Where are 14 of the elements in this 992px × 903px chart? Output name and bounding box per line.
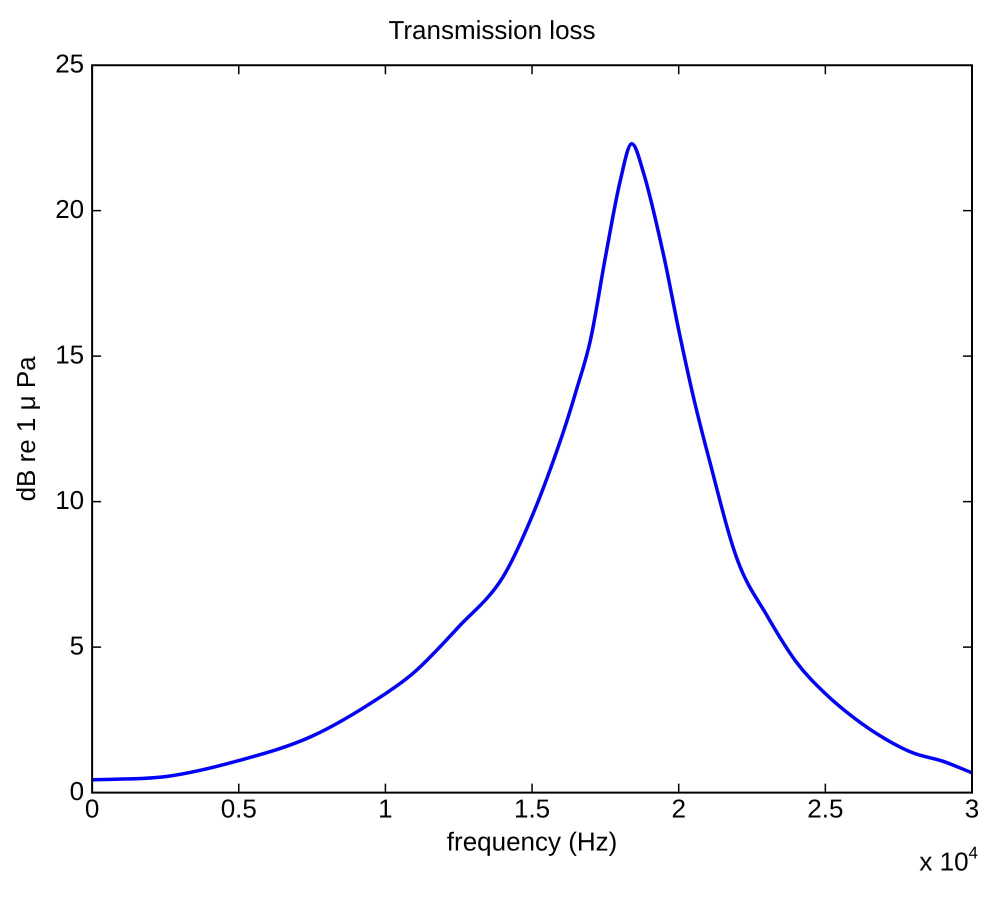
- y-tick-label: 5: [70, 630, 84, 660]
- y-tick-label: 10: [55, 484, 84, 515]
- x-tick-label: 1.5: [514, 793, 550, 824]
- x-tick-label: 3: [964, 793, 980, 824]
- y-tick-label: 25: [55, 48, 84, 78]
- x-tick-label: 2.5: [807, 793, 844, 824]
- x-tick-label: 1: [378, 793, 393, 824]
- x-tick-label: 0.5: [220, 793, 257, 824]
- x-axis-title: frequency (Hz): [446, 826, 618, 857]
- chart-title: Transmission loss: [388, 14, 596, 45]
- y-tick-label: 15: [55, 339, 84, 370]
- y-tick-label: 20: [55, 194, 84, 224]
- x-tick-label: 2: [671, 793, 686, 824]
- y-axis-title: dB re 1 μ Pa: [10, 356, 41, 502]
